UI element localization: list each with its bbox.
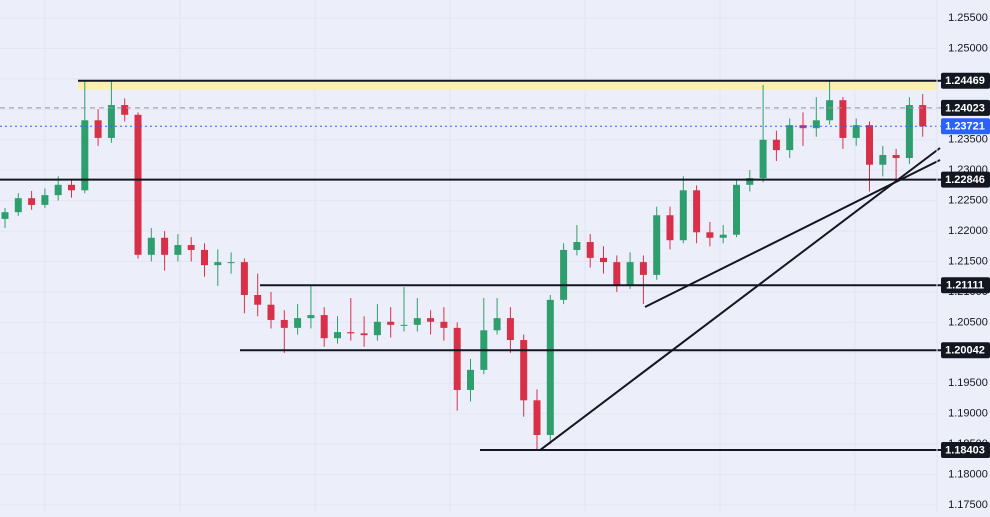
candle-body [839, 100, 847, 138]
candle-body [360, 333, 368, 336]
price-box [941, 277, 990, 294]
candle-body [746, 178, 754, 185]
candle-body [68, 184, 75, 191]
candle-body [812, 120, 820, 129]
candle-body [94, 120, 102, 138]
y-tick-label: 1.21500 [948, 255, 988, 267]
candle-body [440, 321, 448, 328]
y-tick-label: 1.17500 [948, 499, 988, 511]
candle-body [14, 198, 22, 213]
candle-body [413, 318, 421, 325]
candle-body [679, 190, 687, 241]
candle-body [214, 262, 222, 266]
candle-body [706, 232, 714, 238]
candle-body [427, 318, 435, 322]
candle-body [467, 369, 474, 390]
y-tick-label: 1.22000 [948, 225, 988, 237]
candle-body [799, 125, 807, 129]
candle-body [546, 299, 554, 435]
candle-body [626, 262, 634, 286]
candle-body [879, 154, 887, 165]
price-box [941, 118, 990, 135]
y-tick-label: 1.23500 [948, 134, 988, 146]
price-label: 1.22846 [945, 174, 985, 186]
price-label: 1.21111 [946, 280, 984, 292]
candle-body [866, 125, 873, 165]
candle-body [586, 242, 594, 258]
candle-body [905, 105, 913, 159]
candle-body [653, 215, 661, 275]
candle-body [573, 242, 581, 250]
price-label: 1.23721 [945, 121, 985, 133]
trend-line [539, 147, 941, 452]
candle-body [493, 318, 501, 331]
candle-body [560, 249, 568, 300]
candle-body [81, 120, 89, 191]
candle-body [54, 184, 62, 196]
candle-body [280, 319, 288, 328]
candle-body [227, 262, 235, 264]
candle-body [772, 139, 780, 151]
candle-body [666, 215, 674, 241]
y-tick-label: 1.25500 [948, 12, 988, 24]
candle-body [334, 332, 341, 339]
candle-body [639, 262, 647, 275]
y-tick-label: 1.20500 [948, 316, 988, 328]
candle-body [693, 190, 701, 233]
candle-body [613, 262, 621, 286]
zone [78, 80, 937, 90]
candle-body [254, 294, 262, 305]
price-box [941, 99, 990, 116]
candle-body [387, 321, 395, 325]
price-label: 1.18403 [945, 444, 985, 456]
candle-body [759, 139, 767, 179]
y-tick-label: 1.19500 [948, 377, 988, 389]
price-box [941, 442, 990, 459]
candle-body [826, 100, 834, 121]
candle-body [892, 154, 900, 159]
y-tick-label: 1.22500 [948, 195, 988, 207]
price-box [941, 72, 990, 89]
y-tick-label: 1.25000 [948, 42, 988, 54]
y-tick-label: 1.18000 [948, 468, 988, 480]
price-label: 1.24469 [945, 75, 985, 87]
candle-body [533, 400, 541, 435]
candle-body [520, 340, 528, 401]
y-tick-label: 1.19000 [948, 408, 988, 420]
candle-body [600, 257, 607, 263]
price-box [941, 171, 990, 188]
candle-body [240, 262, 248, 295]
candle-body [201, 249, 208, 266]
candle-body [347, 332, 355, 334]
candle-body [294, 318, 302, 328]
candle-body [187, 245, 195, 250]
candle-body [453, 327, 461, 390]
candle-body [919, 105, 927, 127]
trend-line [644, 159, 941, 308]
candle-body [174, 245, 182, 255]
candle-body [719, 234, 727, 238]
price-label: 1.20042 [945, 345, 985, 357]
candle-body [373, 321, 381, 336]
candle-body [320, 315, 328, 339]
candle-body [41, 195, 49, 205]
candle-body [134, 114, 142, 255]
candle-body [786, 125, 794, 151]
candle-body [121, 105, 129, 115]
candle-body [506, 318, 514, 341]
candle-body [161, 237, 169, 255]
candle-body [852, 125, 860, 138]
candle-body [107, 105, 115, 138]
price-label: 1.24023 [945, 102, 985, 114]
candle-body [400, 324, 408, 326]
candle-body [733, 184, 740, 235]
candle-body [1, 212, 9, 219]
candle-body [307, 315, 315, 319]
candle-body [28, 198, 36, 205]
candle-body [147, 237, 155, 255]
candle-body [267, 304, 275, 320]
price-box [941, 342, 990, 359]
